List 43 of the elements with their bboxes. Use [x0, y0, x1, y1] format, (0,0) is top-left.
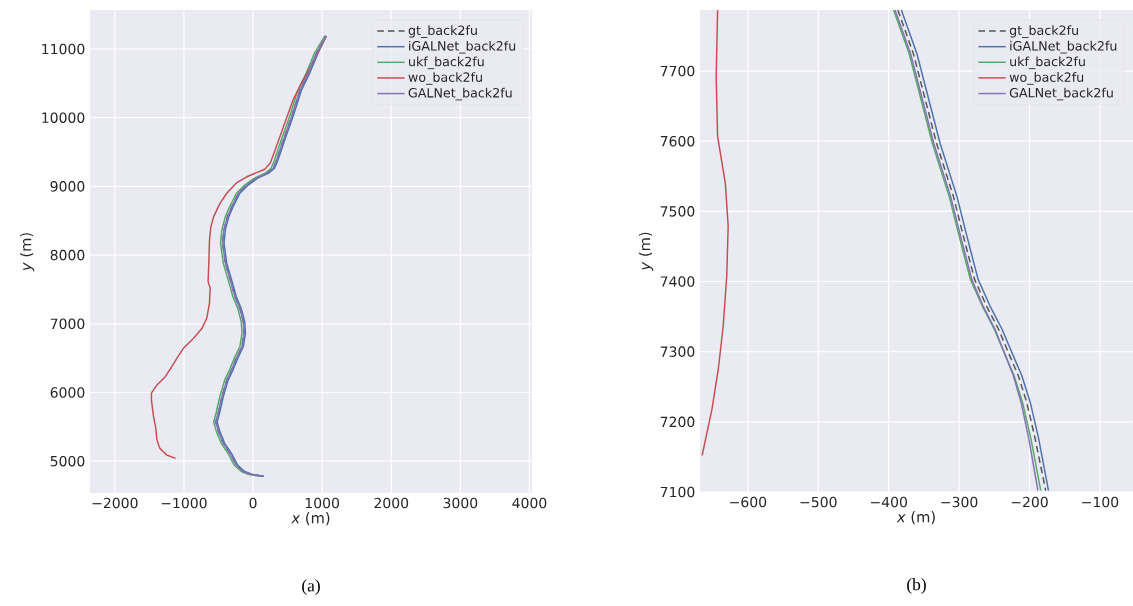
x-tick-label: −2000 [92, 497, 138, 509]
x-tick-label: 1000 [305, 497, 339, 509]
y-axis-title: y (m) [639, 232, 654, 271]
x-tick-label: −200 [1011, 496, 1048, 508]
x-tick-label: −100 [1082, 496, 1119, 508]
y-tick-label: 7100 [660, 486, 695, 498]
y-tick-label: 11000 [42, 43, 85, 55]
legend-label: wo_back2fu [408, 72, 482, 85]
y-axis-title: y (m) [20, 233, 35, 272]
x-tick-label: −500 [800, 496, 837, 508]
y-tick-label: 7000 [50, 318, 85, 330]
x-tick-label: 3000 [443, 497, 478, 509]
y-tick-label: 7300 [660, 346, 695, 357]
y-tick-label: 7500 [660, 206, 695, 217]
x-axis-title: x (m) [291, 512, 330, 526]
legend-label: iGALNet_back2fu [409, 40, 516, 54]
text: (b) [907, 578, 926, 594]
x-tick-label: 0 [249, 497, 257, 509]
x-tick-label: −300 [941, 496, 978, 508]
legend-label: wo_back2fu [1009, 72, 1084, 85]
y-tick-label: 7700 [660, 65, 695, 77]
x-tick-label: −1000 [161, 497, 207, 509]
x-tick-label: 2000 [374, 497, 409, 509]
legend-label: GALNet_back2fu [1009, 87, 1113, 101]
y-tick-label: 5000 [50, 455, 85, 467]
x-tick-label: −400 [870, 496, 907, 508]
legend-label: ukf_back2fu [409, 56, 484, 70]
y-tick-label: 6000 [50, 387, 85, 398]
legend-label: gt_back2fu [1009, 25, 1078, 38]
y-tick-label: 8000 [50, 249, 85, 261]
legend-label: iGALNet_back2fu [1010, 40, 1117, 54]
x-axis-title: x (m) [896, 511, 935, 525]
y-tick-label: 7400 [660, 276, 695, 287]
legend-label: gt_back2fu [408, 25, 477, 38]
y-tick-label: 7200 [660, 416, 695, 428]
y-tick-label: 10000 [42, 112, 85, 123]
text: (a) [302, 579, 320, 596]
x-tick-label: 4000 [512, 497, 547, 509]
y-tick-label: 9000 [50, 181, 85, 192]
legend-label: GALNet_back2fu [408, 87, 512, 101]
y-tick-label: 7600 [660, 135, 695, 147]
legend-label: ukf_back2fu [1010, 56, 1085, 70]
x-tick-label: −600 [730, 496, 767, 508]
